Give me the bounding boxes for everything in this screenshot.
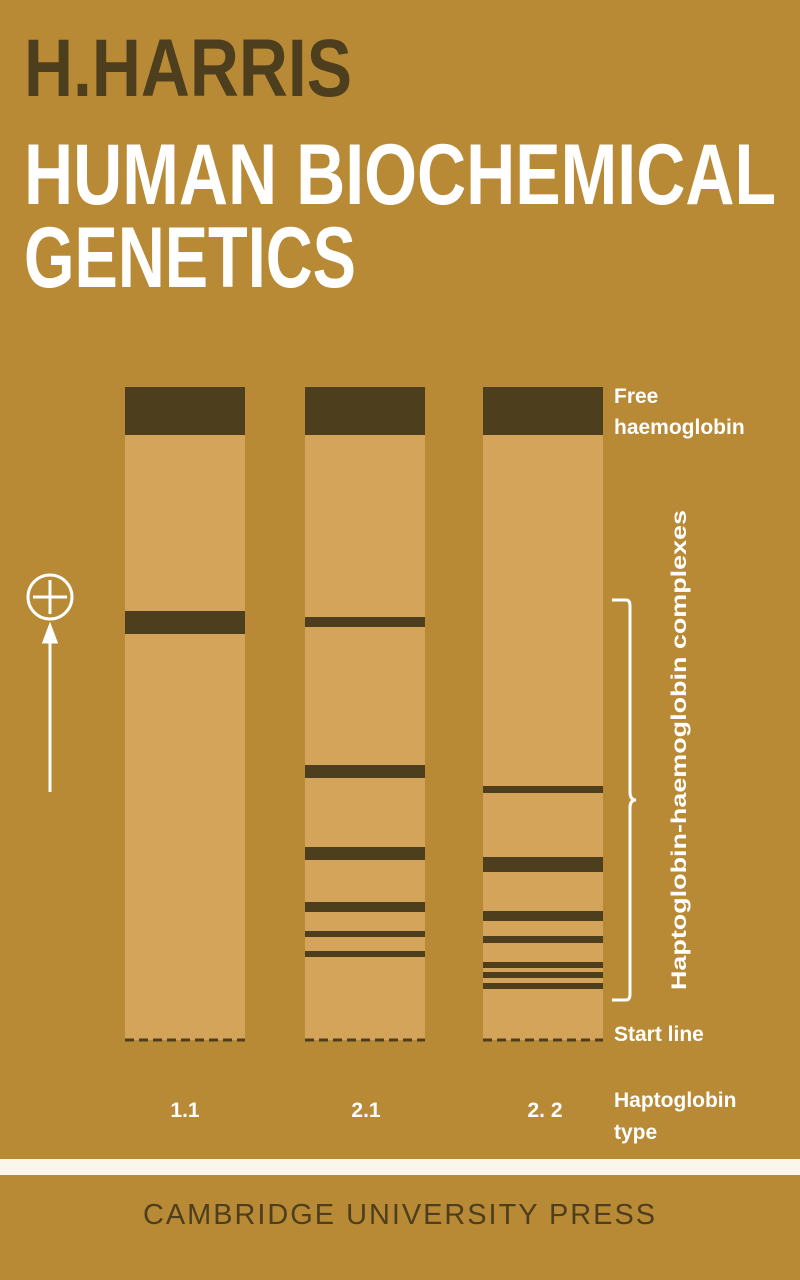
title-line: GENETICS (24, 210, 356, 306)
title-line: HUMAN BIOCHEMICAL (24, 127, 776, 223)
lane (125, 387, 245, 1040)
band (125, 611, 245, 634)
band (483, 857, 603, 872)
label: Haptoglobin (614, 1089, 736, 1112)
label: Haptoglobin-haemoglobin complexes (668, 510, 691, 990)
band (483, 983, 603, 989)
band (305, 617, 425, 627)
band (305, 765, 425, 778)
band (483, 972, 603, 978)
label: Start line (614, 1023, 704, 1046)
band (483, 962, 603, 968)
band (483, 911, 603, 921)
publisher: CAMBRIDGE UNIVERSITY PRESS (143, 1199, 657, 1231)
lane (483, 387, 603, 1040)
lane-label: 2. 2 (527, 1099, 562, 1122)
label: Free (614, 385, 658, 408)
band (305, 902, 425, 912)
anode-marker (26, 573, 74, 792)
bracket (612, 598, 637, 1002)
band (305, 931, 425, 937)
band (483, 936, 603, 943)
band (305, 847, 425, 860)
band (305, 951, 425, 957)
stripe (0, 1159, 800, 1175)
gel-lanes (125, 387, 603, 1042)
band (125, 387, 245, 435)
label: haemoglobin (614, 416, 745, 439)
lane (305, 387, 425, 1040)
label: type (614, 1121, 657, 1144)
lane-label: 1.1 (170, 1099, 200, 1122)
band (483, 387, 603, 435)
band (305, 387, 425, 435)
author: H.HARRIS (24, 23, 352, 114)
band (483, 786, 603, 793)
lane-label: 2.1 (351, 1099, 381, 1122)
